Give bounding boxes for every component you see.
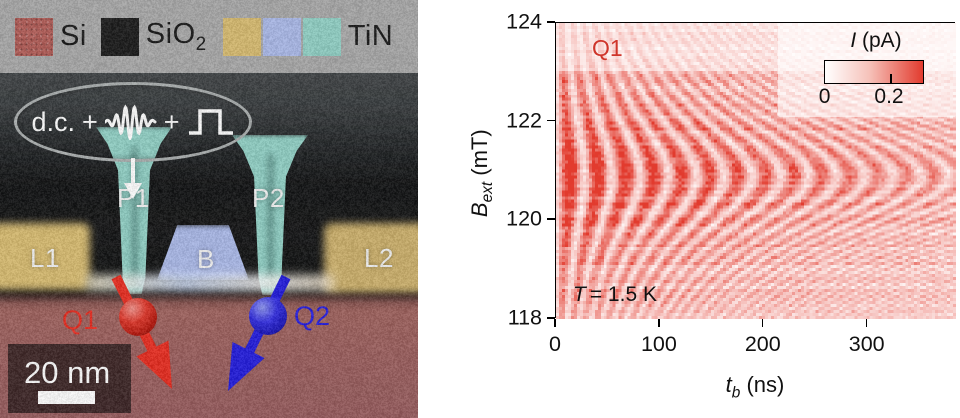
qubit-q1-label: Q1: [62, 305, 98, 336]
material-legend: Si SiO2 TiN: [0, 0, 418, 73]
tin-legend-label: TiN: [348, 20, 394, 53]
y-tick-label: 118: [498, 306, 542, 331]
x-tick-mark: [762, 319, 764, 327]
tem-micrograph: P1 P2 L1 L2 B d.c. + + Q1 Q2: [0, 73, 418, 418]
qubit-q2-label: Q2: [294, 301, 330, 332]
sio2-legend-label: SiO2: [146, 18, 207, 56]
plot-frame: Q1 T = 1.5 K I (pA) 0 0.2: [555, 22, 955, 318]
x-tick-label: 100: [629, 332, 689, 357]
y-tick-label: 120: [498, 207, 542, 232]
scale-bar-label: 20 nm: [24, 355, 110, 391]
y-tick-label: 124: [498, 10, 542, 35]
scale-bar-box: 20 nm: [8, 344, 131, 413]
y-tick-label: 122: [498, 108, 542, 133]
x-tick-mark: [554, 319, 556, 327]
tin-gold-color-swatch: [223, 18, 261, 56]
plus-sign: +: [82, 107, 98, 138]
dc-label: d.c.: [31, 107, 75, 138]
qubit-annotation: Q1: [592, 35, 623, 62]
x-tick-mark: [866, 319, 868, 327]
qubit-q1-sphere: [119, 298, 157, 336]
x-axis-label: tb (ns): [675, 372, 835, 402]
x-tick-label: 0: [525, 332, 585, 357]
figure: Si SiO2 TiN: [0, 0, 960, 418]
colorbar-gradient: [824, 60, 924, 84]
si-legend-label: Si: [60, 20, 87, 53]
gate-label-l2: L2: [364, 243, 394, 274]
x-tick-mark: [658, 319, 660, 327]
gate-label-l1: L1: [30, 243, 60, 274]
gate-label-p2: P2: [252, 183, 285, 214]
y-tick-mark: [547, 21, 555, 23]
x-tick-label: 300: [837, 332, 897, 357]
device-cross-section-panel: Si SiO2 TiN: [0, 0, 418, 418]
rabi-chevron-panel: Bext (mT) tb (ns) 124 122 120 118 0 100 200 300…: [430, 0, 960, 418]
pulse-scheme-annotation: d.c. + +: [14, 82, 252, 162]
si-color-swatch: [15, 18, 53, 56]
plus-sign: +: [164, 107, 180, 138]
colorbar: I (pA) 0 0.2: [824, 29, 928, 106]
qubit-q2-arrow-icon: [228, 277, 286, 391]
colorbar-inner-tick: [890, 74, 892, 83]
tin-lavender-color-swatch: [263, 18, 301, 56]
y-axis-label: Bext (mT): [467, 83, 497, 263]
x-tick-label: 200: [733, 332, 793, 357]
gate-label-b: B: [197, 244, 215, 275]
colorbar-tick-0: 0: [819, 85, 831, 109]
scale-bar-line: [38, 391, 95, 404]
y-tick-mark: [547, 218, 555, 220]
y-tick-mark: [547, 120, 555, 122]
temperature-annotation: T = 1.5 K: [573, 283, 657, 307]
colorbar-label: I (pA): [824, 29, 928, 53]
down-arrow-icon: [122, 157, 144, 201]
colorbar-tick-labels: 0 0.2: [824, 84, 924, 106]
tin-teal-color-swatch: [303, 18, 341, 56]
square-pulse-icon: [187, 106, 235, 139]
sio2-color-swatch: [101, 18, 139, 56]
colorbar-tick-02: 0.2: [874, 85, 903, 109]
microwave-burst-icon: [105, 104, 157, 140]
qubit-q2-sphere: [249, 297, 287, 335]
